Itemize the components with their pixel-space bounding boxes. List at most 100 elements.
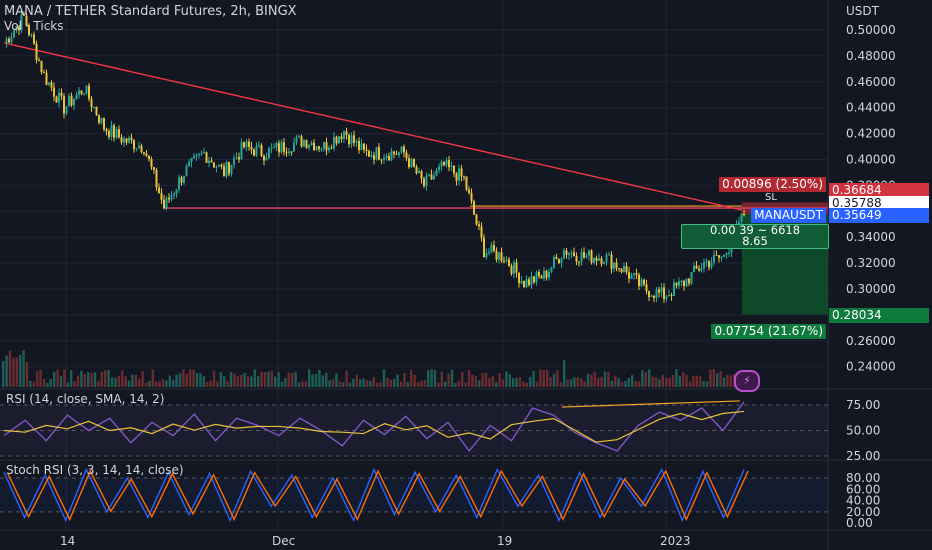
price-candle	[618, 268, 620, 270]
volume-bar	[437, 382, 440, 387]
price-tick-label: 0.26000	[846, 334, 896, 348]
price-candle	[730, 246, 733, 253]
volume-bar	[165, 380, 168, 387]
volume-bar	[685, 374, 688, 387]
volume-bar	[39, 369, 42, 387]
price-candle	[695, 265, 698, 269]
volume-bar	[114, 377, 117, 387]
volume-bar	[637, 381, 641, 387]
price-candle	[283, 142, 285, 152]
volume-bar	[219, 372, 222, 387]
volume-bar	[209, 380, 212, 387]
volume-bar	[325, 372, 328, 387]
volume-bar	[413, 375, 416, 387]
volume-bar	[338, 381, 341, 387]
volume-bar	[678, 375, 681, 387]
volume-bar	[53, 371, 56, 387]
price-candle	[323, 142, 325, 149]
price-candle	[645, 284, 648, 292]
price-candle	[355, 141, 358, 143]
volume-bar	[144, 382, 148, 387]
price-candle	[68, 95, 70, 107]
price-candle	[370, 155, 373, 157]
volume-bar	[148, 380, 151, 387]
volume-bar	[546, 369, 549, 387]
trendline	[3, 42, 743, 211]
price-candle	[270, 147, 273, 149]
price-candle	[403, 146, 405, 153]
volume-bar	[284, 378, 287, 387]
price-candle	[40, 60, 43, 73]
position-info-box[interactable]: 0.00 39 ~ 6618 8.65	[681, 224, 829, 249]
volume-bar	[226, 381, 229, 387]
price-candle	[238, 157, 240, 160]
lightning-icon[interactable]: ⚡	[734, 370, 760, 392]
price-tick-label: 0.32000	[846, 256, 896, 270]
price-candle	[135, 148, 138, 150]
price-candle	[605, 254, 608, 263]
volume-bar	[535, 381, 539, 387]
price-candle	[113, 125, 115, 138]
stop-price-tag: 0.36684	[829, 183, 929, 198]
volume-bar	[236, 376, 239, 387]
price-candle	[330, 147, 333, 149]
price-candle	[540, 276, 543, 279]
price-candle	[460, 168, 463, 177]
volume-bar	[270, 370, 273, 387]
price-candle	[118, 129, 120, 138]
volume-bar	[175, 374, 178, 387]
volume-bar	[532, 370, 535, 387]
price-candle	[28, 25, 30, 35]
price-candle	[683, 280, 685, 287]
volume-bar	[396, 374, 399, 387]
volume-bar	[607, 371, 610, 387]
price-candle	[455, 173, 458, 181]
price-candle	[675, 282, 678, 286]
price-candle	[313, 142, 315, 151]
time-tick-label: 14	[60, 534, 75, 548]
volume-bar	[498, 373, 501, 387]
volume-bar	[93, 372, 97, 387]
price-candle	[285, 151, 288, 153]
price-candle	[480, 226, 483, 238]
price-candle	[225, 162, 228, 177]
volume-bar	[297, 382, 301, 387]
price-candle	[398, 152, 400, 155]
volume-bar	[304, 381, 307, 387]
price-candle	[70, 95, 73, 106]
volume-bar	[199, 373, 202, 387]
price-candle	[425, 175, 428, 187]
volume-bar	[56, 369, 59, 387]
price-candle	[358, 141, 360, 151]
volume-bar	[600, 376, 603, 387]
volume-bar	[263, 372, 267, 387]
price-candle	[163, 199, 165, 209]
volume-bar	[627, 378, 630, 387]
price-candle	[318, 146, 320, 150]
price-candle	[443, 161, 445, 166]
price-candle	[133, 140, 135, 149]
stoch-tick-label: 0.00	[846, 516, 873, 530]
rsi-divergence-line	[561, 400, 741, 408]
price-candle	[170, 195, 173, 200]
volume-bar	[433, 370, 437, 387]
volume-bar	[586, 373, 590, 387]
volume-bar	[447, 373, 450, 387]
price-candle	[738, 221, 740, 225]
price-candle	[528, 279, 530, 286]
price-candle	[148, 155, 150, 159]
time-tick-label: Dec	[272, 534, 295, 548]
price-candle	[458, 168, 460, 181]
price-candle	[110, 125, 113, 137]
price-candle	[95, 106, 98, 116]
volume-bar	[70, 370, 73, 387]
price-candle	[720, 257, 723, 259]
volume-bar	[389, 379, 392, 387]
price-candle	[140, 145, 143, 153]
price-candle	[668, 295, 670, 297]
price-candle	[658, 289, 660, 293]
price-tick-label: 0.24000	[846, 360, 896, 374]
price-candle	[15, 26, 18, 31]
stoch-tick-label: 60.00	[846, 482, 880, 496]
